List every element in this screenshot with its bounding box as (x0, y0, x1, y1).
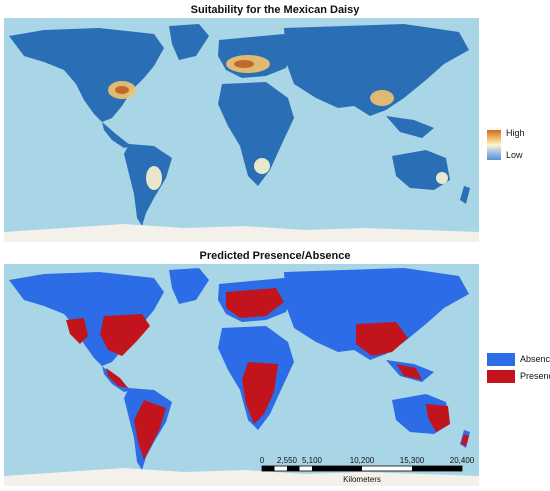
presence-regions (66, 288, 469, 460)
legend-high-label: High (506, 128, 525, 138)
southeast-asia (386, 116, 434, 138)
asia (284, 268, 469, 360)
scale-tick-3: 10,200 (350, 456, 375, 465)
presence-east-asia (356, 322, 408, 356)
presence-legend: Absence Presence (487, 353, 550, 387)
hotspot-east-asia (370, 90, 394, 106)
scale-bar-segments (261, 465, 463, 472)
antarctica (4, 468, 479, 486)
presence-map (4, 264, 479, 486)
suitability-hotspots (108, 55, 448, 190)
scale-tick-2: 5,100 (302, 456, 323, 465)
asia (284, 24, 469, 116)
greenland (169, 24, 209, 60)
suitability-legend: High Low (487, 128, 547, 164)
scale-tick-5: 20,400 (450, 456, 475, 465)
presence-europe (226, 288, 284, 318)
scale-unit: Kilometers (343, 475, 381, 484)
presence-western-north-america (66, 318, 88, 344)
scale-tick-0: 0 (260, 456, 265, 465)
hotspot-australia (436, 172, 448, 184)
presence-map-title: Predicted Presence/Absence (199, 250, 351, 262)
presence-label: Presence (520, 371, 550, 381)
presence-central-america (106, 368, 128, 388)
new-zealand (460, 186, 470, 204)
absence-swatch (487, 353, 515, 366)
scale-bar: 0 2,550 5,100 10,200 15,300 20,400 Kilom… (260, 456, 475, 484)
antarctica (4, 224, 479, 242)
presence-southern-africa (242, 362, 278, 424)
greenland (169, 268, 209, 304)
central-america (102, 122, 132, 148)
presence-south-america (134, 400, 166, 460)
scale-tick-4: 15,300 (400, 456, 425, 465)
presence-eastern-north-america (100, 314, 150, 356)
hotspot-southern-africa (254, 158, 270, 174)
presence-new-zealand (461, 434, 469, 446)
presence-swatch (487, 370, 515, 383)
suitability-gradient (487, 130, 501, 160)
absence-label: Absence (520, 354, 550, 364)
suitability-map-title: Suitability for the Mexican Daisy (190, 4, 360, 16)
presence-eastern-australia (426, 404, 450, 432)
legend-low-label: Low (506, 150, 523, 160)
hotspot-south-america (146, 166, 162, 190)
presence-southeast-asia (396, 364, 422, 380)
africa (218, 82, 294, 186)
australia (392, 150, 450, 190)
suitability-map (4, 18, 479, 242)
scale-tick-1: 2,550 (277, 456, 298, 465)
